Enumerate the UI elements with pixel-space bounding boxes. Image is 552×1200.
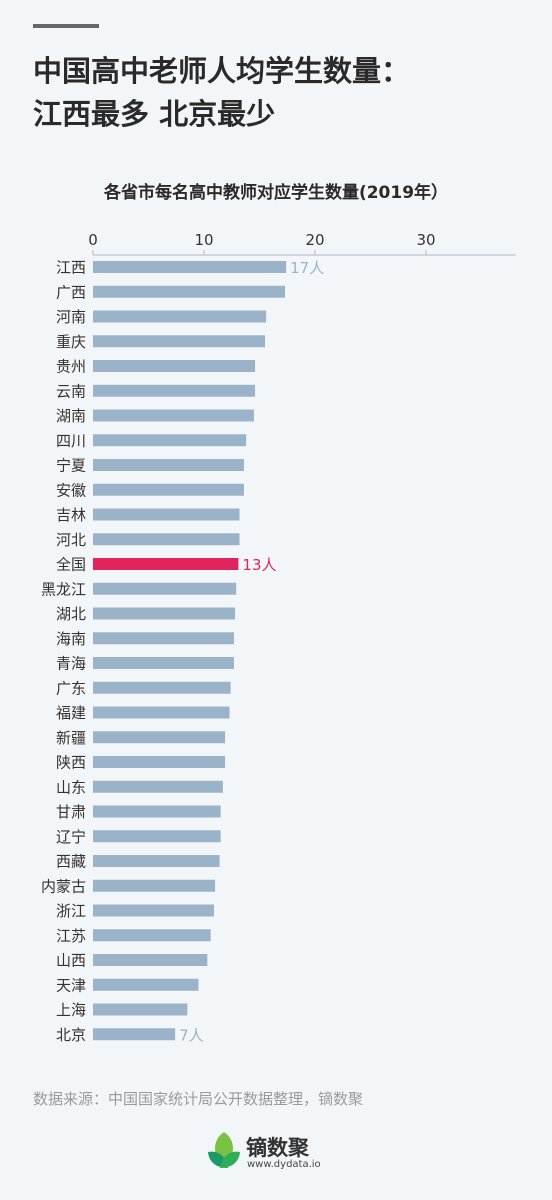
data-label: 13人 (242, 556, 276, 574)
category-label: 全国 (56, 556, 86, 574)
bar (93, 607, 236, 620)
bar (93, 904, 214, 917)
category-label: 广东 (56, 679, 86, 697)
category-label: 青海 (56, 655, 86, 673)
category-label: 辽宁 (56, 828, 86, 846)
category-label: 四川 (56, 432, 86, 450)
headline-line-2: 江西最多 北京最少 (33, 97, 276, 131)
category-label: 黑龙江 (41, 580, 86, 598)
category-label: 湖北 (56, 605, 86, 623)
logo-url: www.dydata.io (247, 1159, 321, 1170)
category-label: 湖南 (56, 407, 86, 425)
bar (93, 879, 216, 892)
brand-logo: 镝数聚 www.dydata.io (206, 1130, 346, 1174)
headline-line-1: 中国高中老师人均学生数量： (33, 54, 411, 88)
bar (93, 632, 234, 645)
bar (93, 384, 256, 397)
category-label: 吉林 (56, 506, 86, 524)
category-label: 陕西 (56, 754, 86, 772)
bar (93, 1003, 188, 1016)
bar (93, 285, 286, 298)
category-label: 天津 (56, 976, 86, 994)
top-rule (33, 24, 99, 28)
category-label: 山东 (56, 778, 86, 796)
bar (93, 508, 240, 521)
category-label: 江苏 (56, 927, 86, 945)
bar (93, 459, 244, 471)
headline: 中国高中老师人均学生数量： 江西最多 北京最少 (33, 50, 410, 136)
bar (93, 582, 237, 595)
category-label: 广西 (56, 283, 86, 301)
bar (93, 805, 221, 818)
bar-highlight (93, 558, 239, 570)
bar (93, 855, 220, 867)
x-tick-label: 10 (194, 231, 213, 249)
bar (93, 731, 226, 744)
bar (93, 409, 254, 422)
category-label: 宁夏 (56, 457, 86, 475)
bar (93, 706, 230, 719)
x-tick-label: 20 (305, 231, 324, 249)
bar (93, 310, 267, 323)
category-label: 北京 (56, 1026, 86, 1044)
bar-chart: 0 10 20 30 江西广西河南重庆贵州云南湖南四川宁夏安徽吉林河北全国黑龙江湖北海南… (41, 231, 516, 1044)
chart-title: 各省市每名高中教师对应学生数量(2019年） (103, 183, 449, 203)
bar (93, 954, 208, 966)
bar (93, 681, 231, 694)
bar (93, 1028, 176, 1041)
bar (93, 335, 266, 348)
bar (93, 483, 244, 496)
data-label: 17人 (290, 259, 324, 277)
category-label: 上海 (56, 1001, 86, 1019)
category-label: 甘肃 (56, 803, 86, 821)
category-label: 河南 (56, 308, 86, 326)
bar (93, 657, 234, 669)
category-label: 河北 (56, 531, 86, 549)
category-label: 内蒙古 (41, 877, 86, 895)
category-label: 海南 (56, 630, 86, 648)
bar (93, 780, 223, 793)
category-label: 江西 (56, 259, 86, 277)
category-label: 浙江 (56, 902, 86, 920)
bar (93, 261, 287, 273)
source-note: 数据来源：中国国家统计局公开数据整理，镝数聚 (33, 1090, 364, 1108)
bar (93, 360, 256, 372)
category-label: 福建 (56, 704, 86, 722)
data-label: 7人 (179, 1026, 204, 1044)
leaf-icon (208, 1132, 240, 1168)
x-tick-label: 0 (88, 231, 98, 249)
bar (93, 533, 240, 546)
bar (93, 434, 247, 447)
category-label: 山西 (56, 952, 86, 970)
x-tick-label: 30 (416, 231, 435, 249)
bar (93, 978, 199, 991)
category-label: 贵州 (56, 358, 86, 376)
category-label: 安徽 (56, 481, 86, 499)
category-label: 新疆 (56, 729, 86, 747)
category-label: 云南 (56, 382, 86, 400)
logo-name: 镝数聚 (246, 1136, 309, 1160)
bar (93, 756, 226, 768)
bar (93, 830, 221, 843)
category-label: 西藏 (56, 853, 86, 871)
bar (93, 929, 211, 942)
category-label: 重庆 (56, 333, 86, 351)
